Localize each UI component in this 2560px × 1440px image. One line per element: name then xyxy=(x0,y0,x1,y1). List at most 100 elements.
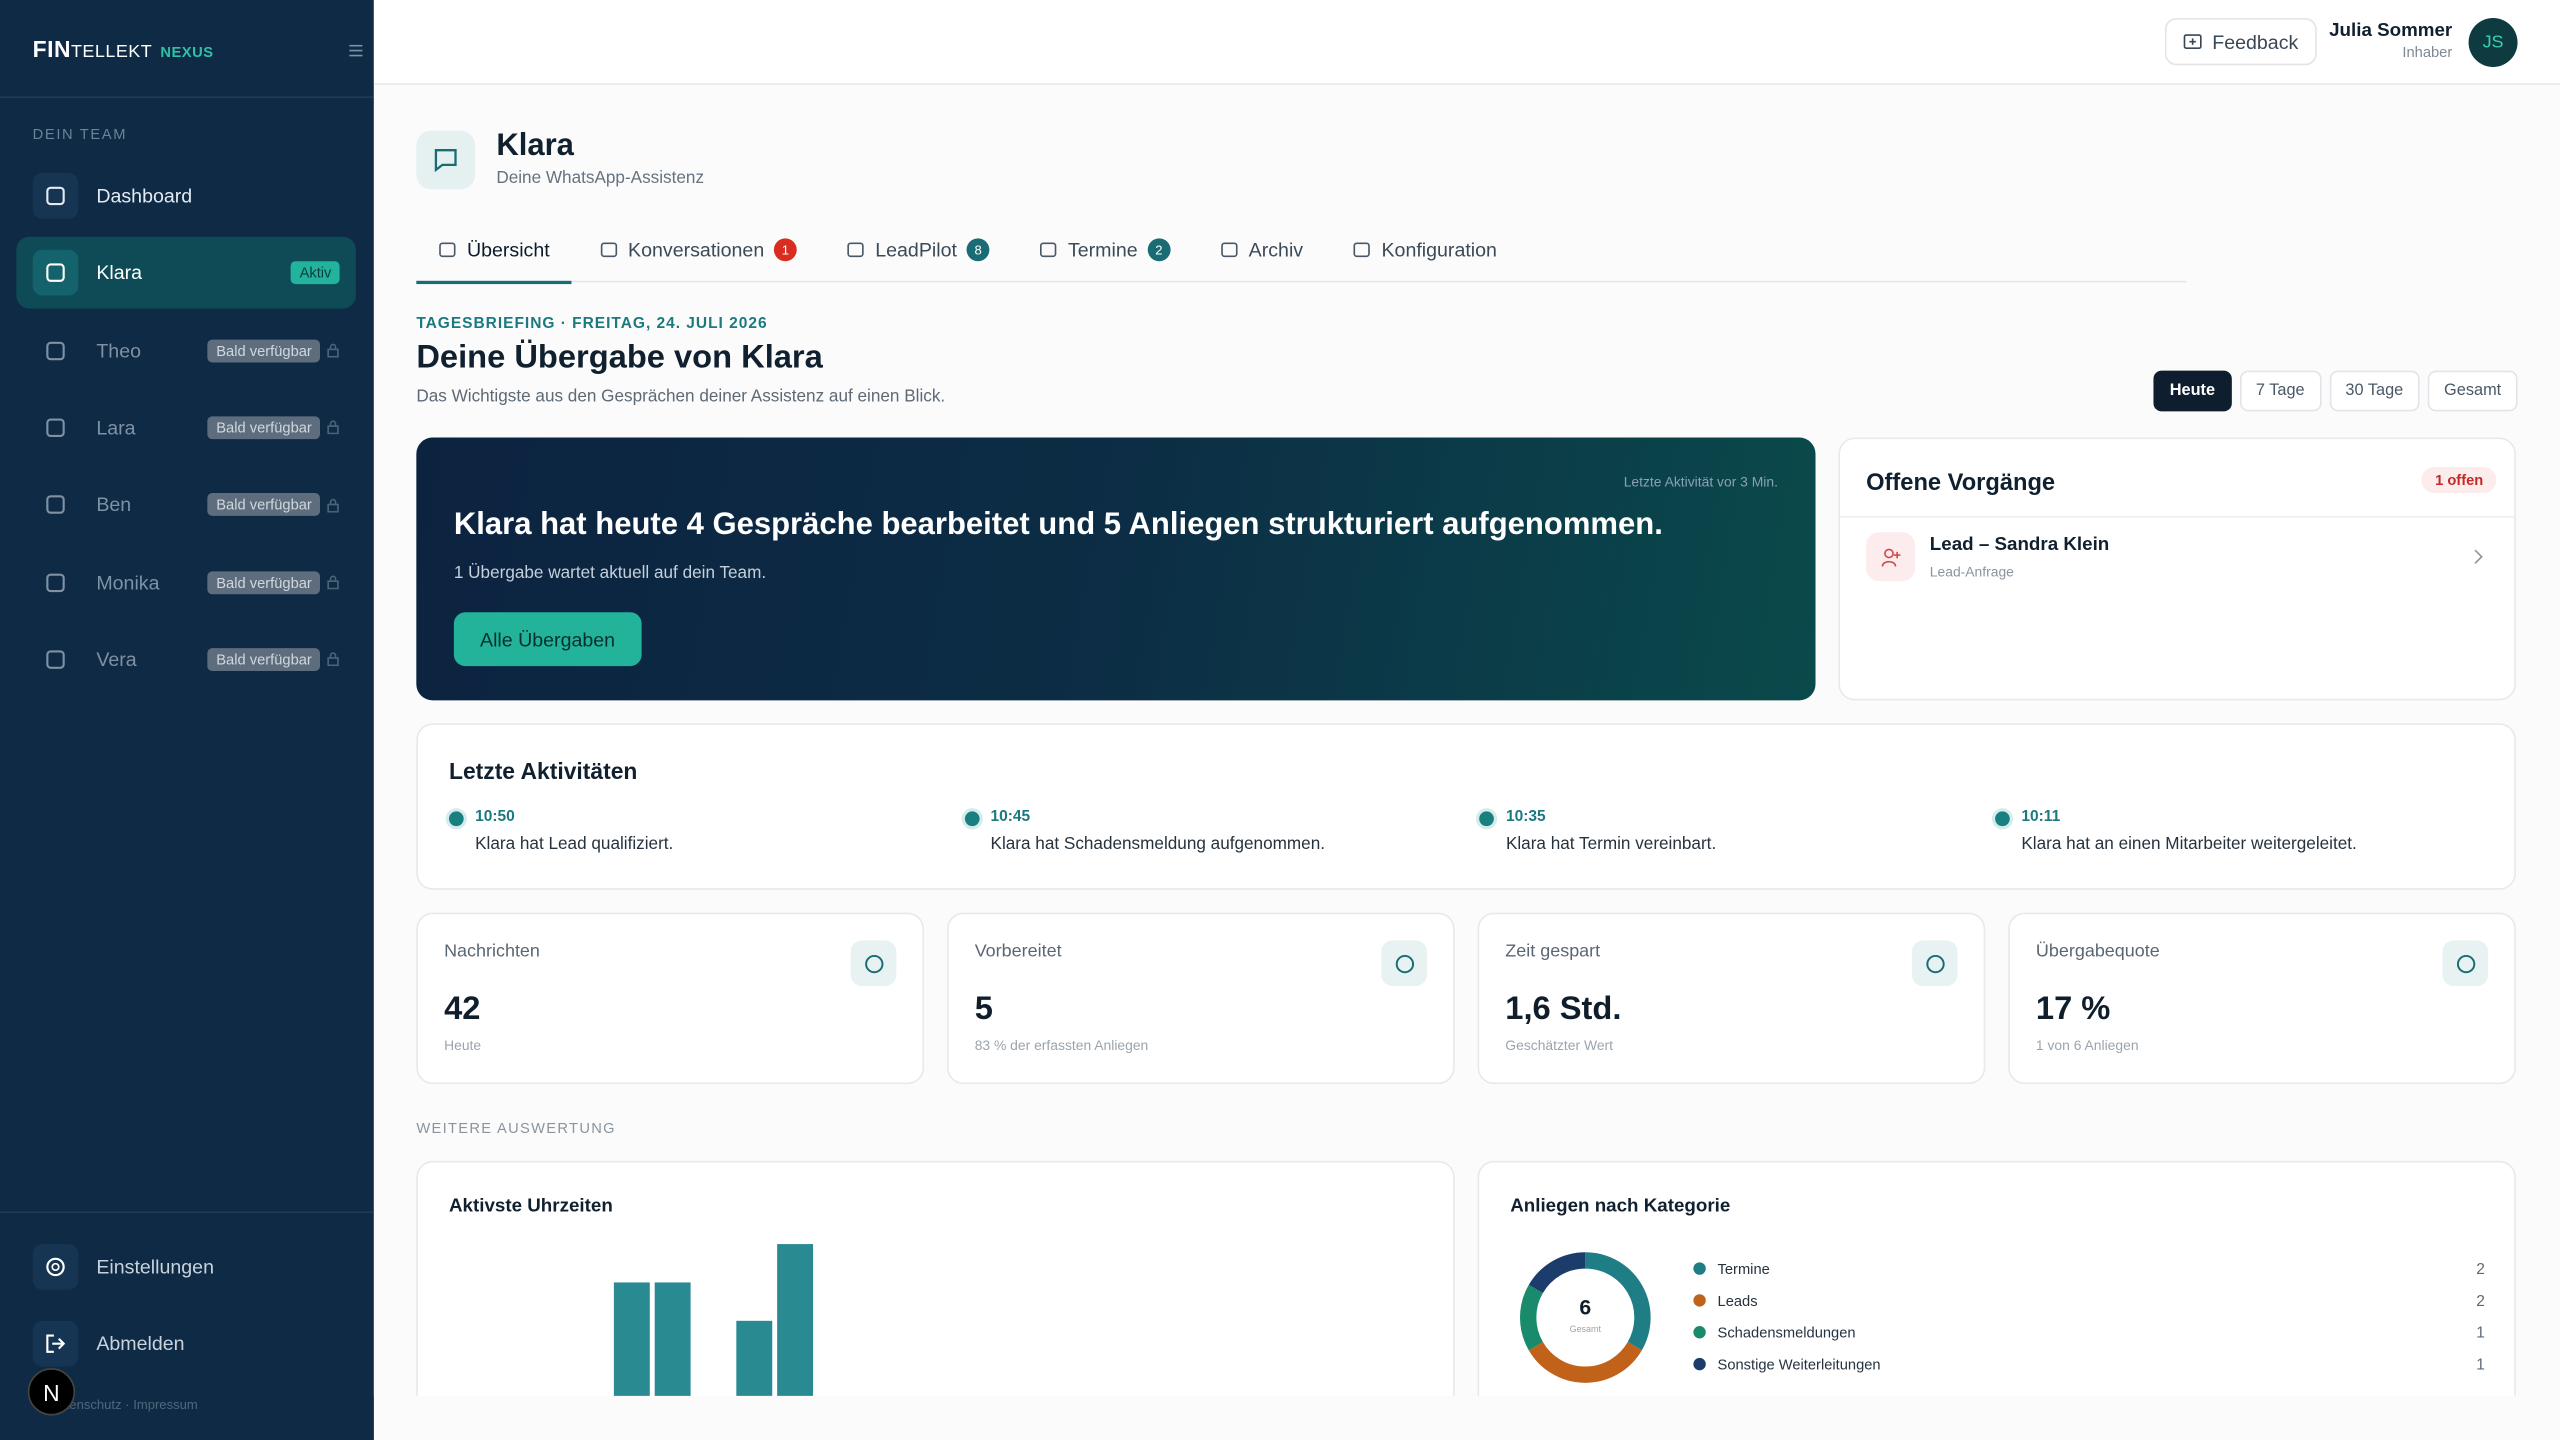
eyebrow: TAGESBRIEFING · FREITAG, 24. JULI 2026 xyxy=(416,315,768,334)
tab-label: Übersicht xyxy=(466,238,550,262)
range-option[interactable]: 7 Tage xyxy=(2239,370,2321,412)
lock-icon xyxy=(327,652,339,667)
settings-link[interactable]: Einstellungen xyxy=(16,1231,356,1303)
tab-label: Konfiguration xyxy=(1381,238,1497,262)
activity-dot xyxy=(1479,811,1495,827)
range-option[interactable]: Heute xyxy=(2153,370,2232,412)
avatar[interactable]: JS xyxy=(2468,17,2518,67)
open-badge: 1 offen xyxy=(2422,466,2497,494)
donut-segment xyxy=(1584,1252,1651,1351)
lock-icon xyxy=(327,575,339,590)
tab[interactable]: Termine 2 xyxy=(1017,217,1191,282)
kpi-value: 5 xyxy=(974,991,993,1027)
nav-item[interactable]: Klara Aktiv xyxy=(16,237,356,310)
hour-bar xyxy=(654,1282,691,1396)
nav-item[interactable]: Vera Bald verfügbar xyxy=(16,623,356,695)
activity-text: Klara hat an einen Mitarbeiter weitergel… xyxy=(2021,834,2357,854)
menu-toggle[interactable] xyxy=(348,42,364,58)
nav-badge: Bald verfügbar xyxy=(208,647,320,671)
donut-segment xyxy=(1528,1341,1642,1383)
tab[interactable]: LeadPilot 8 xyxy=(825,217,1011,282)
topbar: Feedback Julia Sommer Inhaber JS xyxy=(373,0,2560,85)
kpi-icon xyxy=(1911,940,1958,987)
category-panel: Anliegen nach Kategorie Termine 2 Leads 2 Sc… xyxy=(1477,1160,2516,1396)
lock-icon xyxy=(327,343,339,358)
kpi-note: Heute xyxy=(444,1036,482,1054)
divider xyxy=(1840,515,2515,518)
activity-time: 10:45 xyxy=(990,808,1031,827)
icon xyxy=(33,559,79,605)
range-option[interactable]: Gesamt xyxy=(2427,370,2518,412)
open-cases: Offene Vorgänge 1 offen Lead – Sandra Kl… xyxy=(1838,437,2516,701)
nav-label: Lara xyxy=(96,416,136,440)
divider xyxy=(0,96,374,98)
legend-label: Schadensmeldungen xyxy=(1718,1326,1856,1342)
nav-badge: Bald verfügbar xyxy=(208,416,320,440)
logout-label: Abmelden xyxy=(96,1332,185,1356)
brand-tag: NEXUS xyxy=(160,44,214,61)
tab-count: 1 xyxy=(774,238,797,262)
nav-label: Ben xyxy=(96,493,132,517)
user-info: Julia Sommer Inhaber xyxy=(2329,21,2452,60)
nav-badge: Bald verfügbar xyxy=(208,570,320,594)
hours-chart xyxy=(613,1244,814,1396)
imprint-link[interactable]: Impressum xyxy=(133,1397,198,1413)
nav-item[interactable]: Theo Bald verfügbar xyxy=(16,314,356,386)
handover-button[interactable]: Alle Übergaben xyxy=(453,612,642,667)
activities: Letzte Aktivitäten 10:50 Klara hat Lead … xyxy=(416,723,2516,890)
section-label: DEIN TEAM xyxy=(32,125,128,143)
legend-value: 2 xyxy=(2476,1261,2485,1278)
nav-label: Klara xyxy=(96,261,143,285)
divider xyxy=(0,1211,374,1214)
activities-title: Letzte Aktivitäten xyxy=(448,757,638,784)
icon xyxy=(32,1320,79,1367)
nav-item[interactable]: Dashboard xyxy=(16,160,356,232)
activity-text: Klara hat Lead qualifiziert. xyxy=(475,834,674,854)
section-label: WEITERE AUSWERTUNG xyxy=(416,1120,616,1137)
activity-time: 10:11 xyxy=(2021,808,2061,827)
nav-label: Theo xyxy=(96,338,141,362)
tab[interactable]: Konversationen 1 xyxy=(577,217,818,282)
tab[interactable]: Archiv xyxy=(1198,217,1324,282)
chevron[interactable] xyxy=(2472,549,2485,565)
tab-label: Termine xyxy=(1067,238,1138,262)
legend-label: Leads xyxy=(1718,1294,1758,1310)
nav-item[interactable]: Monika Bald verfügbar xyxy=(16,546,356,618)
kpi-label: Zeit gespart xyxy=(1505,942,1601,962)
nav-item[interactable]: Lara Bald verfügbar xyxy=(16,392,356,464)
dev-badge[interactable]: N xyxy=(27,1368,76,1416)
icon xyxy=(33,636,79,682)
legend-dot xyxy=(1693,1262,1706,1275)
donut-total: 6 xyxy=(1579,1296,1591,1319)
logout-link[interactable]: Abmelden xyxy=(16,1308,356,1380)
nav-badge: Aktiv xyxy=(291,261,340,285)
page-subtitle: Deine WhatsApp-Assistenz xyxy=(496,168,705,188)
last-activity: Letzte Aktivität vor 3 Min. xyxy=(1623,473,1778,490)
tab-count: 2 xyxy=(1147,238,1171,262)
sidebar: FINTELLEKT NEXUS DEIN TEAM Dashboard Klara… xyxy=(0,0,374,1440)
open-title: Offene Vorgänge xyxy=(1866,470,2056,497)
activity-time: 10:35 xyxy=(1505,808,1546,827)
nav-badge: Bald verfügbar xyxy=(208,338,320,362)
hours-panel: Aktivste Uhrzeiten xyxy=(416,1160,1455,1396)
kpi-note: 83 % der erfassten Anliegen xyxy=(974,1036,1149,1054)
kpi-icon xyxy=(1381,940,1427,987)
nav-label: Dashboard xyxy=(96,184,193,208)
legend-dot xyxy=(1693,1357,1706,1371)
tab[interactable]: Konfiguration xyxy=(1331,217,1518,282)
category-chart: Termine 2 Leads 2 Schadensmeldungen 1 Sonstige… xyxy=(1520,1252,2485,1383)
tab[interactable]: Übersicht xyxy=(416,217,571,285)
page-title: Klara xyxy=(496,128,574,164)
case-sub: Lead-Anfrage xyxy=(1929,563,2014,580)
feedback-button[interactable]: Feedback xyxy=(2164,17,2317,66)
brand: FINTELLEKT NEXUS xyxy=(33,36,214,62)
activity-dot xyxy=(1995,811,2010,827)
kpi-card: Nachrichten 42 Heute xyxy=(416,912,925,1085)
tab-count: 8 xyxy=(966,238,990,262)
kpi-value: 17 % xyxy=(2035,991,2111,1027)
nav-item[interactable]: Ben Bald verfügbar xyxy=(16,469,356,541)
hour-bar xyxy=(736,1320,773,1396)
case-title[interactable]: Lead – Sandra Klein xyxy=(1929,535,2110,556)
settings-label: Einstellungen xyxy=(96,1255,214,1279)
range-option[interactable]: 30 Tage xyxy=(2329,370,2420,412)
